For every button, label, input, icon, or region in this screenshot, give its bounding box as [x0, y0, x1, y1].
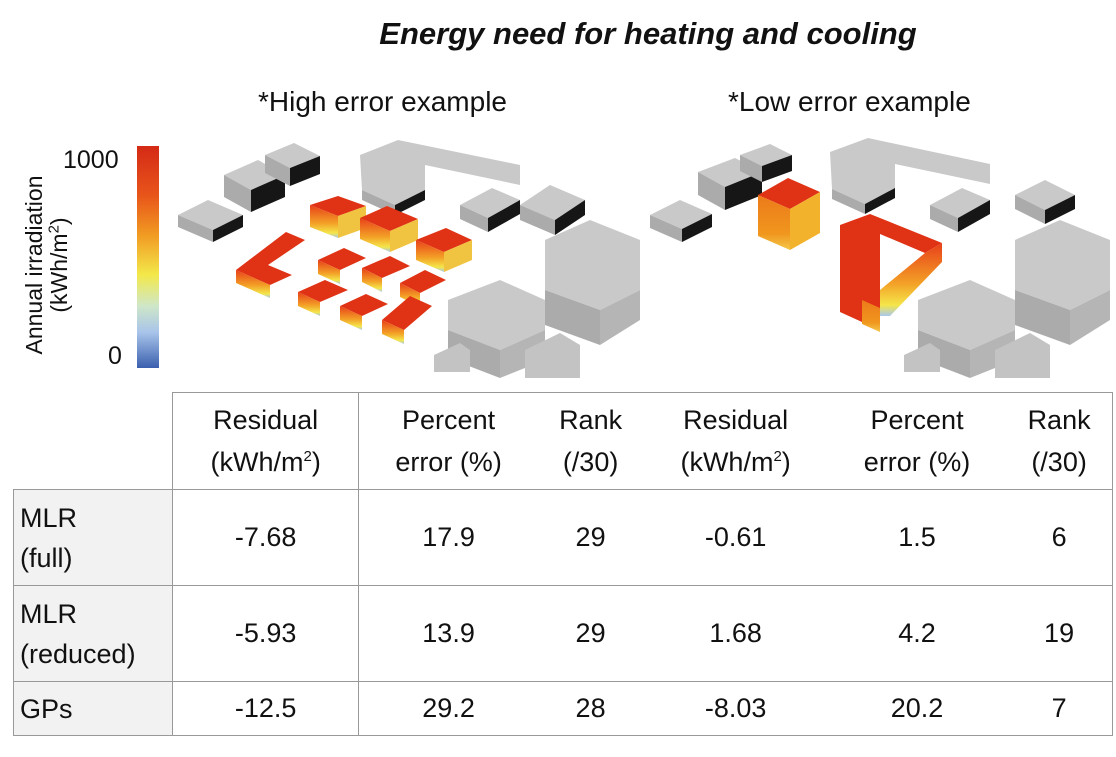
low-error-subtitle: *Low error example: [728, 86, 971, 117]
context-buildings-left: [178, 140, 640, 378]
table-row: MLR (full) -7.68 17.9 29 -0.61 1.5 6: [13, 489, 1114, 586]
colorbar-gradient: [137, 146, 159, 368]
highlighted-buildings-right: [758, 178, 942, 332]
building-renders: [178, 138, 1110, 378]
header-rank-high: Rank (/30): [537, 392, 644, 490]
cell: 28: [575, 693, 606, 723]
cell: 29.2: [422, 693, 475, 723]
cell: 7: [1006, 681, 1114, 736]
cell: -5.93: [171, 585, 360, 682]
header-residual-high: Residual (kWh/m2): [171, 392, 360, 490]
highlighted-buildings-left: [236, 196, 472, 344]
cell: 20.2: [890, 693, 944, 723]
table-corner: [13, 392, 173, 490]
cell: -12.5: [171, 681, 360, 736]
header-rank-low: Rank (/30): [1006, 392, 1114, 490]
header-residual-low: Residual (kWh/m2): [643, 392, 828, 490]
header-percent-high: Percent error (%): [358, 392, 538, 490]
cell: -7.68: [171, 489, 360, 586]
cell: 29: [575, 618, 606, 648]
cell: 6: [1006, 489, 1114, 586]
row-label-gps: GPs: [13, 681, 173, 736]
results-table: Residual (kWh/m2) Percent error (%) Rank (/…: [13, 392, 1114, 736]
table-header-row: Residual (kWh/m2) Percent error (%) Rank (/…: [13, 392, 1114, 490]
cell: 1.68: [709, 618, 762, 648]
context-buildings-right: [650, 138, 1110, 378]
cell: 13.9: [422, 618, 475, 648]
row-label-mlr-reduced: MLR (reduced): [13, 585, 173, 682]
cell: -0.61: [704, 522, 767, 552]
cell: -8.03: [704, 693, 767, 723]
table-row: GPs -12.5 29.2 28 -8.03 20.2 7: [13, 681, 1114, 736]
row-label-mlr-full: MLR (full): [13, 489, 173, 586]
high-error-subtitle: *High error example: [258, 86, 507, 117]
colorbar-max-label: 1000: [63, 146, 119, 174]
cell: 4.2: [898, 618, 936, 648]
colorbar-min-label: 0: [108, 342, 122, 370]
cell: 17.9: [422, 522, 475, 552]
cell: 1.5: [898, 522, 936, 552]
table-row: MLR (reduced) -5.93 13.9 29 1.68 4.2 19: [13, 585, 1114, 682]
figure-title: Energy need for heating and cooling: [379, 16, 917, 51]
cell: 19: [1006, 585, 1114, 682]
header-percent-low: Percent error (%): [827, 392, 1007, 490]
cell: 29: [575, 522, 606, 552]
